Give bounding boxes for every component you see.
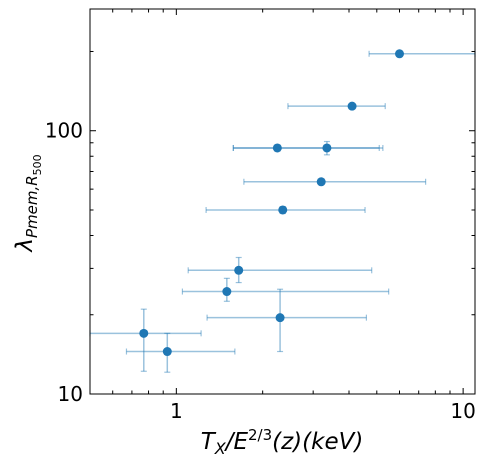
data-point-3	[322, 143, 332, 153]
data-point-4	[316, 177, 326, 187]
y-tick-label: 10	[58, 382, 83, 406]
marker-layer	[139, 49, 405, 357]
data-point-0	[395, 49, 405, 59]
x-tick-label: 1	[170, 399, 183, 423]
data-point-5	[278, 205, 288, 215]
data-point-2	[272, 143, 282, 153]
tick-label-layer: 1 10 10 100	[45, 119, 476, 423]
tick-layer	[89, 9, 475, 395]
data-point-10	[162, 347, 172, 357]
data-point-9	[139, 328, 149, 338]
x-axis-label: TX/E2/3(z)(keV)	[201, 426, 364, 458]
data-point-1	[347, 101, 357, 111]
plot-frame	[89, 8, 476, 395]
y-axis-label: λPmem,R500	[12, 154, 44, 253]
y-tick-label: 100	[45, 119, 83, 143]
data-point-8	[275, 313, 285, 323]
x-tick-label: 10	[450, 399, 475, 423]
data-point-6	[234, 265, 244, 275]
data-point-7	[222, 287, 232, 297]
